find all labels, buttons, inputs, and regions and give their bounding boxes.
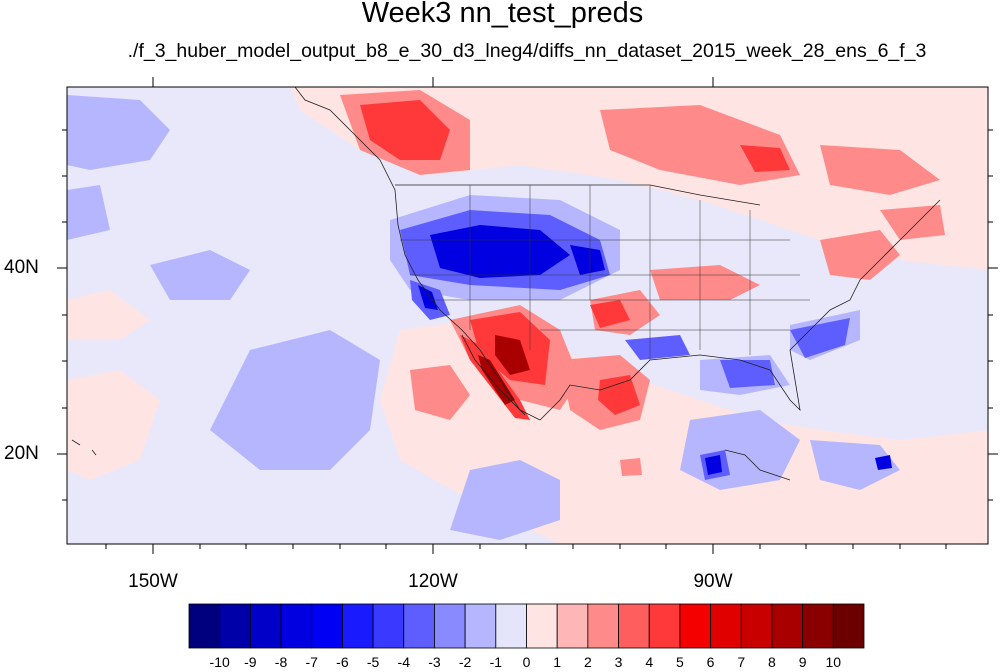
colorbar-swatch bbox=[526, 603, 558, 649]
anomaly-field bbox=[67, 87, 988, 544]
colorbar-label: 8 bbox=[768, 654, 776, 670]
colorbar-label: 0 bbox=[522, 654, 531, 670]
colorbar-swatch bbox=[802, 603, 834, 649]
colorbar-label: -2 bbox=[458, 654, 472, 670]
lat-ticks bbox=[57, 129, 998, 501]
colorbar-label: 3 bbox=[614, 654, 623, 670]
colorbar-label: -5 bbox=[366, 654, 380, 670]
colorbar-swatch bbox=[403, 603, 435, 649]
colorbar-label: -7 bbox=[305, 654, 318, 670]
lon-ticks bbox=[105, 77, 947, 554]
colorbar-swatch bbox=[372, 603, 405, 649]
colorbar-swatch bbox=[556, 603, 589, 649]
colorbar-label: 4 bbox=[645, 654, 654, 670]
colorbar-label: 1 bbox=[553, 654, 562, 670]
state-borders bbox=[400, 185, 810, 360]
colorbar-swatch bbox=[280, 603, 313, 649]
colorbar-swatch bbox=[311, 603, 343, 649]
colorbar-swatch bbox=[219, 603, 251, 649]
lat-label-40n: 40N bbox=[4, 257, 39, 278]
lon-label-90w: 90W bbox=[693, 571, 733, 592]
colorbar-swatch bbox=[434, 603, 466, 649]
colorbar-label: -8 bbox=[274, 654, 288, 670]
colorbar-label: -3 bbox=[428, 654, 441, 670]
colorbar-label: 10 bbox=[825, 654, 842, 670]
colorbar-label: 9 bbox=[798, 654, 807, 670]
colorbar-swatch bbox=[679, 603, 711, 649]
warm-regions-extreme bbox=[478, 335, 530, 405]
cool-regions-strong bbox=[418, 225, 892, 475]
coastlines bbox=[71, 87, 941, 481]
colorbar-label: 6 bbox=[706, 654, 715, 670]
colorbar-swatch bbox=[740, 603, 773, 649]
colorbar-label: -1 bbox=[489, 654, 503, 670]
colorbar-swatch bbox=[710, 603, 742, 649]
lon-label-120w: 120W bbox=[408, 571, 458, 592]
colorbar-swatch bbox=[832, 603, 865, 649]
colorbar-swatch bbox=[495, 603, 527, 649]
colorbar-label: 2 bbox=[583, 654, 592, 670]
lat-label-20n: 20N bbox=[4, 443, 39, 464]
colorbar-swatch bbox=[188, 603, 221, 649]
colorbar-swatch bbox=[249, 603, 282, 649]
colorbar-swatch bbox=[464, 603, 497, 649]
colorbar-swatch bbox=[342, 603, 374, 649]
colorbar-label: -10 bbox=[209, 654, 230, 670]
colorbar-swatch bbox=[648, 603, 681, 649]
colorbar-label: 7 bbox=[737, 654, 746, 670]
colorbar-swatch bbox=[771, 603, 804, 649]
colorbar-label: -6 bbox=[336, 654, 349, 670]
map-subtitle: ./f_3_huber_model_output_b8_e_30_d3_lneg… bbox=[127, 40, 927, 62]
colorbar bbox=[188, 603, 865, 649]
lon-label-150w: 150W bbox=[128, 571, 178, 592]
map-title: Week3 nn_test_preds bbox=[361, 0, 644, 29]
colorbar-label: -4 bbox=[397, 654, 410, 670]
colorbar-label: -9 bbox=[244, 654, 257, 670]
colorbar-swatch bbox=[587, 603, 619, 649]
colorbar-label: 5 bbox=[676, 654, 684, 670]
colorbar-swatch bbox=[618, 603, 650, 649]
